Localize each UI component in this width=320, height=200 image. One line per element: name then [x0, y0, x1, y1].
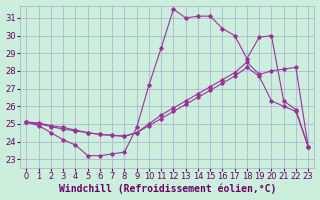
X-axis label: Windchill (Refroidissement éolien,°C): Windchill (Refroidissement éolien,°C): [59, 184, 276, 194]
